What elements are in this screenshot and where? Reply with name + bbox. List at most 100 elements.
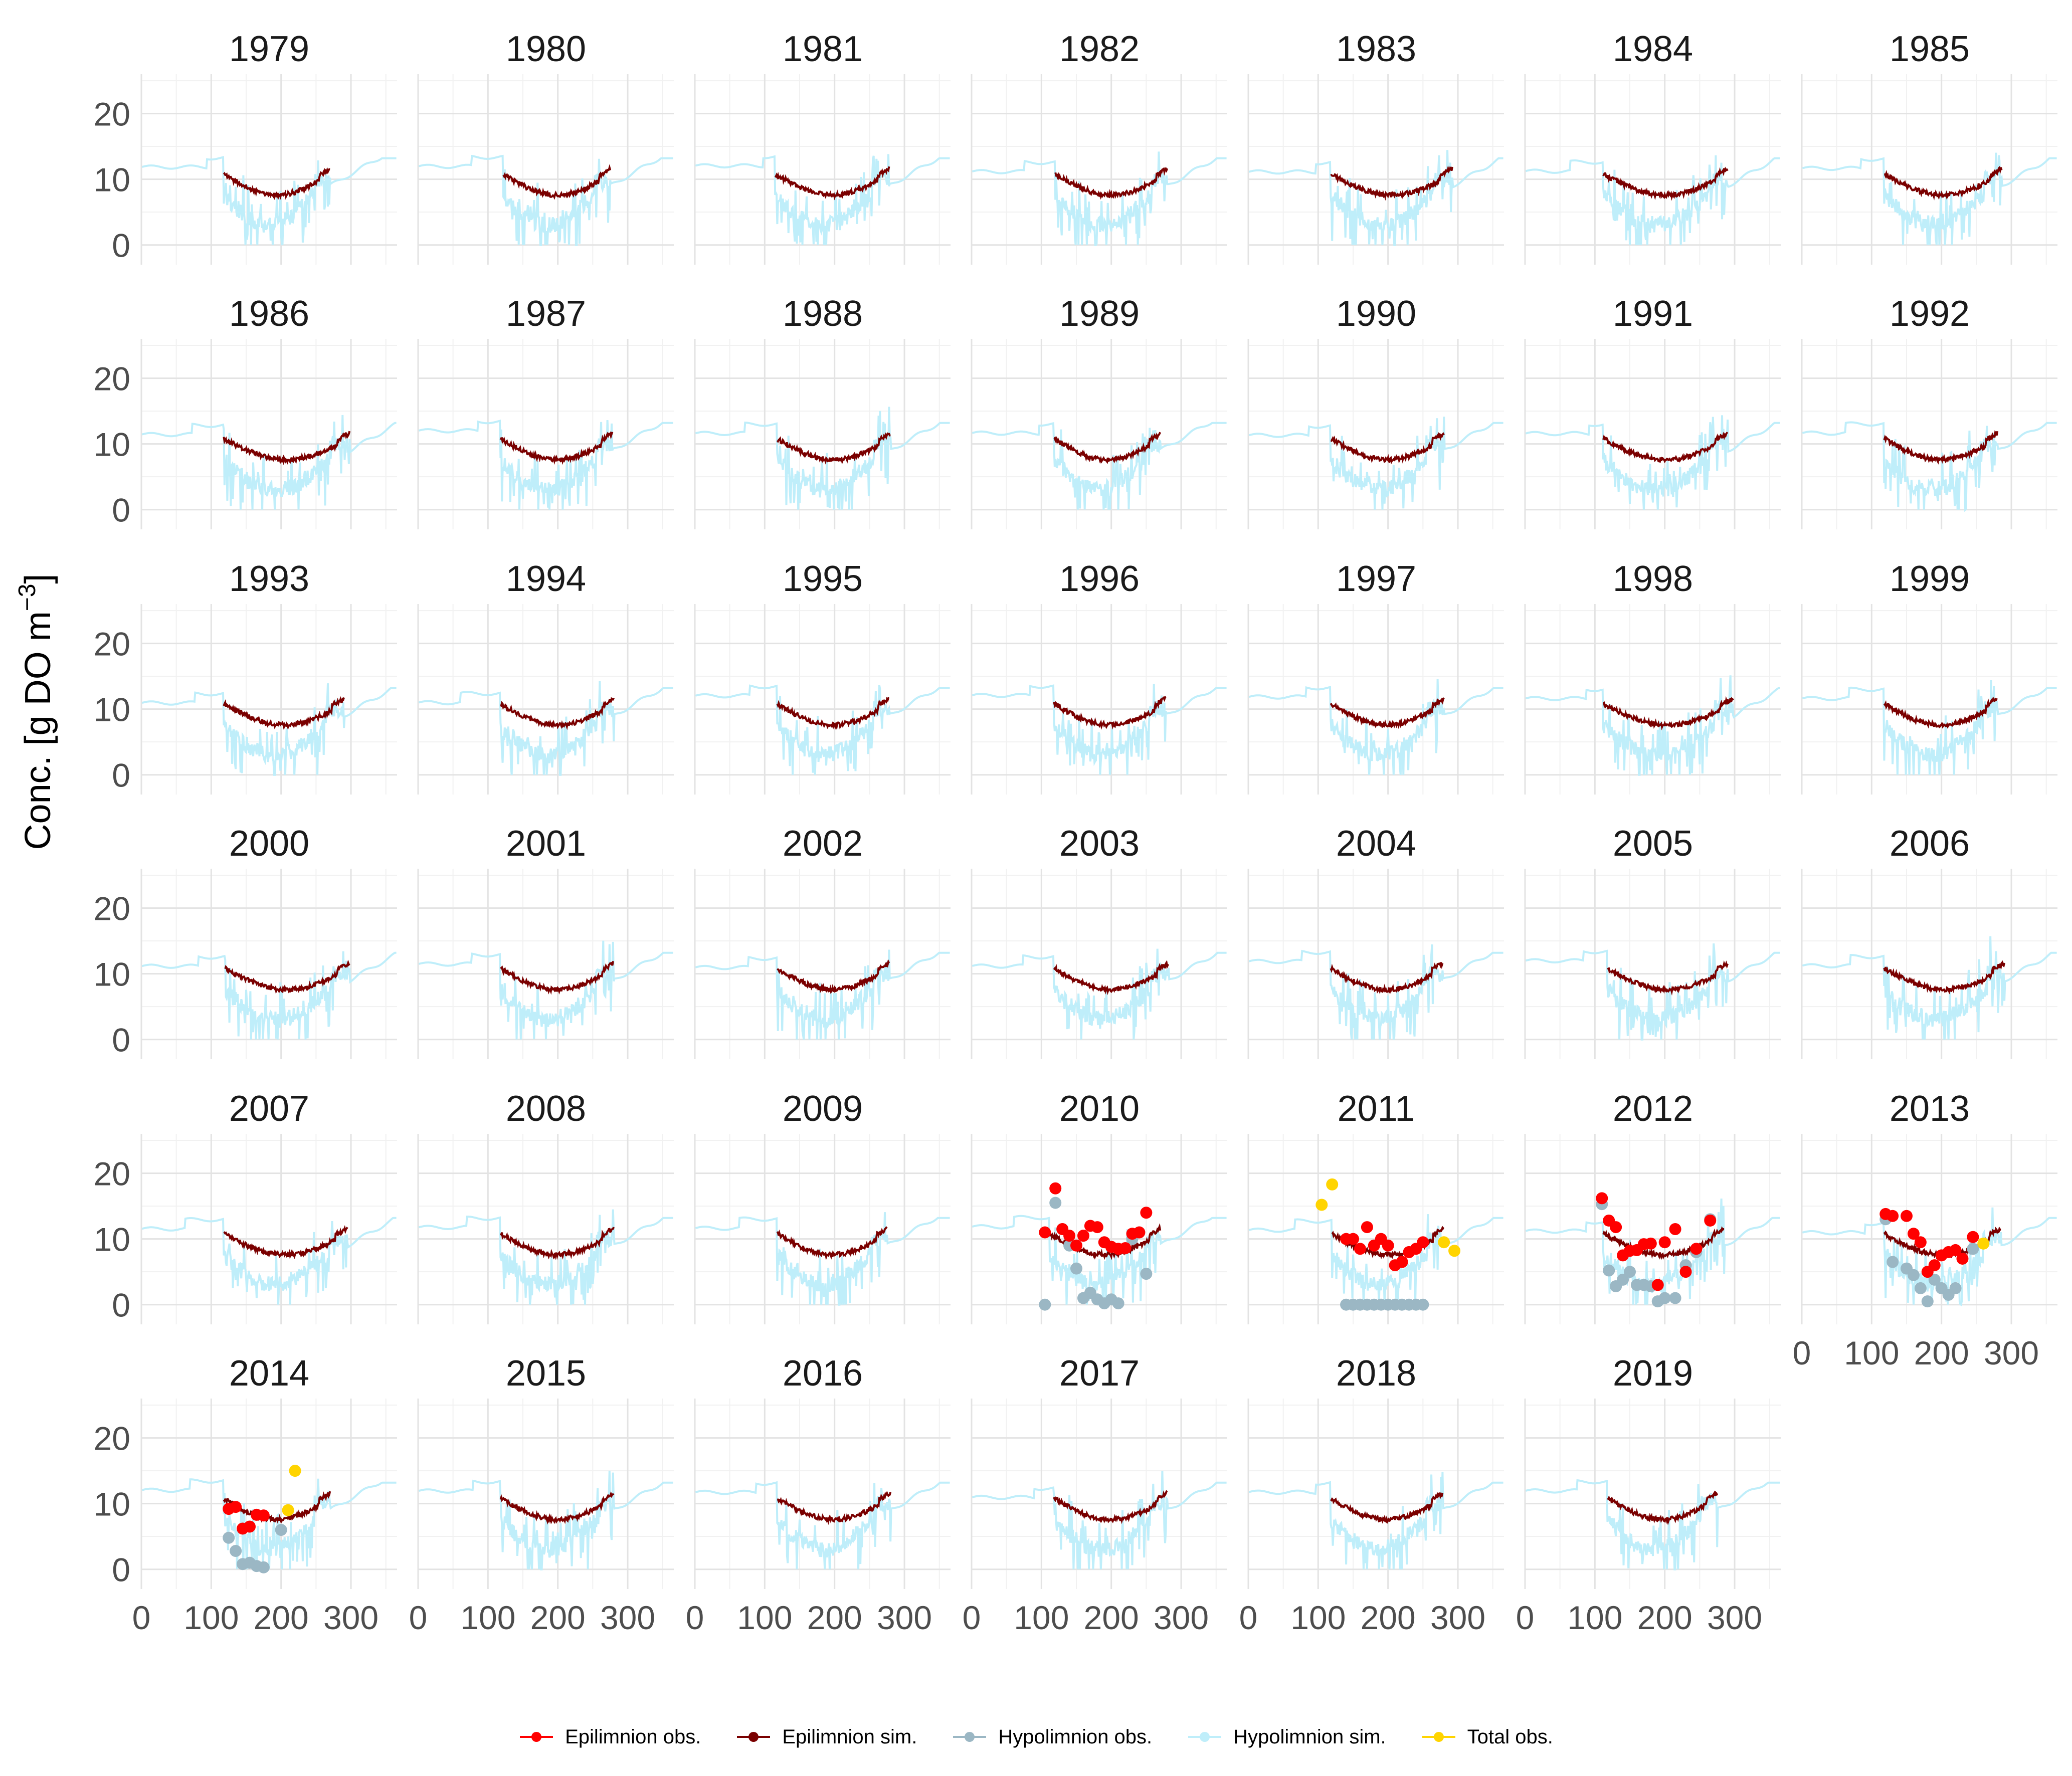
x-tick-label: 100: [1014, 1599, 1069, 1636]
panel-grid: [140, 339, 397, 529]
legend-item-total_obs: Total obs.: [1421, 1726, 1553, 1748]
hypolimnion-sim-line: [1525, 675, 1780, 776]
hypolimnion-sim-line: [1525, 415, 1780, 510]
panel-title: 2002: [783, 824, 863, 864]
hypolimnion-sim-line: [1802, 421, 2057, 512]
epilimnion-sim-line: [1607, 1490, 1719, 1525]
panel-grid: [1247, 74, 1504, 265]
panel-2009: 2009: [694, 1089, 951, 1324]
y-axis-title-main: Conc. [g DO m: [18, 611, 58, 850]
hypolimnion-sim-line: [972, 422, 1227, 510]
epilimnion-sim-line: [1883, 430, 1999, 465]
panel-2008: 2008: [417, 1089, 674, 1324]
panel-2005: 2005: [1524, 824, 1781, 1059]
total-obs-point: [289, 1465, 301, 1477]
panel-1980: 1980: [417, 29, 674, 265]
hypolimnion-obs-point: [1907, 1269, 1920, 1281]
panel-title: 1993: [229, 559, 309, 599]
panel-title: 2001: [506, 824, 586, 864]
hypolimnion-sim-line: [141, 1478, 397, 1569]
epilimnion-sim-line: [1330, 697, 1445, 729]
epilimnion-sim-line: [777, 959, 890, 995]
x-tick-label: 200: [1637, 1599, 1692, 1636]
y-tick-label: 0: [112, 1551, 130, 1589]
panel-title: 1998: [1613, 559, 1693, 599]
panel-title: 1999: [1890, 559, 1970, 599]
panel-2011: 2011: [1247, 1089, 1504, 1324]
hypolimnion-obs-point: [1887, 1256, 1899, 1268]
panel-1982: 1982: [971, 29, 1227, 265]
panel-2003: 2003: [971, 824, 1227, 1059]
panel-title: 2019: [1613, 1353, 1693, 1394]
x-tick-label: 300: [877, 1599, 932, 1636]
panel-title: 1987: [506, 294, 586, 334]
hypolimnion-obs-point: [1112, 1297, 1124, 1310]
panel-title: 1988: [783, 294, 863, 334]
epilimnion-sim-line: [1331, 432, 1445, 465]
hypolimnion-sim-line: [695, 1481, 950, 1569]
hypolimnion-sim-line: [1802, 936, 2057, 1040]
panel-title: 1984: [1613, 29, 1693, 69]
y-tick-label: 0: [112, 1287, 130, 1324]
hypolimnion-sim-line: [695, 1212, 950, 1306]
panel-title: 2004: [1336, 824, 1416, 864]
panel-title: 2007: [229, 1089, 309, 1129]
total-obs-point: [1438, 1236, 1450, 1249]
hypolimnion-obs-point: [1967, 1243, 1979, 1255]
facet-panels: 1979 0 10 20 1980 1981 1982 1983 1984 1985 1986 0 10…: [94, 29, 2057, 1636]
panel-1981: 1981: [694, 29, 951, 265]
total-obs-point: [1315, 1199, 1328, 1211]
y-tick-label: 20: [94, 1420, 130, 1457]
panel-title: 2015: [506, 1353, 586, 1394]
x-tick-label: 0: [409, 1599, 428, 1636]
legend-key: [1188, 1732, 1222, 1742]
panel-title: 1995: [783, 559, 863, 599]
epilimnion-obs-point: [1063, 1230, 1076, 1242]
hypolimnion-sim-line: [141, 683, 397, 776]
epilimnion-obs-point: [1361, 1221, 1373, 1234]
x-tick-label: 100: [737, 1599, 792, 1636]
panel-title: 2010: [1059, 1089, 1140, 1129]
x-tick-label: 100: [1290, 1599, 1346, 1636]
y-tick-label: 10: [94, 1486, 130, 1523]
epilimnion-sim-line: [223, 1225, 348, 1259]
epilimnion-sim-line: [1330, 962, 1444, 995]
panel-title: 1990: [1336, 294, 1416, 334]
y-tick-label: 0: [112, 1022, 130, 1059]
panel-grid: [1247, 1399, 1504, 1589]
panel-title: 1982: [1059, 29, 1140, 69]
epilimnion-sim-line: [1602, 1226, 1725, 1260]
y-tick-label: 10: [94, 1221, 130, 1258]
panel-2015: 2015 0 100 200 300: [409, 1353, 674, 1636]
hypolimnion-sim-line: [418, 154, 673, 246]
epilimnion-sim-line: [223, 167, 330, 201]
y-tick-label: 0: [112, 227, 130, 264]
panel-1995: 1995: [694, 559, 951, 795]
panel-grid: [1247, 604, 1504, 795]
hypolimnion-obs-point: [1603, 1264, 1615, 1277]
panel-1999: 1999: [1801, 559, 2057, 795]
panel-1987: 1987: [417, 294, 674, 529]
hypolimnion-sim-line: [1248, 417, 1503, 510]
x-tick-label: 0: [686, 1599, 704, 1636]
y-tick-label: 20: [94, 1155, 130, 1193]
epilimnion-sim-line: [223, 1491, 331, 1524]
hypolimnion-sim-line: [1802, 1207, 2057, 1306]
panel-1985: 1985: [1801, 29, 2057, 265]
epilimnion-obs-point: [1039, 1226, 1051, 1239]
hypolimnion-obs-point: [223, 1531, 235, 1544]
x-tick-label: 300: [1430, 1599, 1485, 1636]
epilimnion-obs-point: [1704, 1214, 1717, 1227]
epilimnion-obs-point: [1596, 1192, 1608, 1205]
panel-grid: [417, 1134, 674, 1324]
panel-2004: 2004: [1247, 824, 1504, 1059]
panel-grid: [1247, 1134, 1504, 1324]
legend-key: [520, 1732, 553, 1742]
panel-title: 1996: [1059, 559, 1140, 599]
hypolimnion-obs-point: [1039, 1298, 1051, 1311]
epilimnion-obs-point: [243, 1520, 256, 1533]
panel-title: 1983: [1336, 29, 1416, 69]
y-tick-label: 10: [94, 956, 130, 993]
hypolimnion-sim-line: [695, 949, 950, 1040]
panel-1979: 1979 0 10 20: [94, 29, 397, 265]
